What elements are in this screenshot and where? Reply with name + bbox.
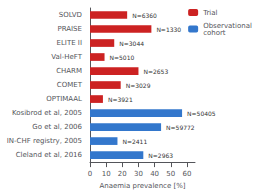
svg-text:Go et al, 2006: Go et al, 2006 xyxy=(32,123,82,131)
svg-text:30: 30 xyxy=(134,170,143,178)
svg-text:N=3044: N=3044 xyxy=(119,40,144,47)
svg-text:N=59772: N=59772 xyxy=(166,124,195,131)
svg-text:Val-HeFT: Val-HeFT xyxy=(51,53,82,61)
svg-text:COMET: COMET xyxy=(57,81,83,89)
svg-text:Trial: Trial xyxy=(202,9,217,17)
svg-text:0: 0 xyxy=(88,170,92,178)
svg-text:50: 50 xyxy=(166,170,175,178)
svg-text:N=2963: N=2963 xyxy=(148,152,173,159)
svg-text:Kosibrod et al, 2005: Kosibrod et al, 2005 xyxy=(12,109,82,117)
svg-text:60: 60 xyxy=(182,170,191,178)
svg-text:Cleland et al, 2016: Cleland et al, 2016 xyxy=(16,151,83,159)
svg-text:20: 20 xyxy=(118,170,127,178)
svg-text:N=3029: N=3029 xyxy=(126,82,151,89)
svg-text:PRAISE: PRAISE xyxy=(57,25,82,33)
svg-text:CHARM: CHARM xyxy=(56,67,82,75)
svg-text:N=2411: N=2411 xyxy=(122,138,147,145)
svg-text:IN-CHF registry, 2005: IN-CHF registry, 2005 xyxy=(7,137,82,145)
svg-text:N=1330: N=1330 xyxy=(156,26,181,33)
svg-text:N=2653: N=2653 xyxy=(143,68,168,75)
svg-text:Observational: Observational xyxy=(203,21,252,30)
svg-text:40: 40 xyxy=(150,170,159,178)
svg-text:cohort: cohort xyxy=(203,29,226,37)
svg-text:10: 10 xyxy=(102,170,111,178)
svg-text:N=6360: N=6360 xyxy=(132,12,157,19)
svg-text:N=5010: N=5010 xyxy=(110,54,135,61)
svg-text:Anaemia prevalence [%]: Anaemia prevalence [%] xyxy=(99,182,185,190)
svg-text:N=50405: N=50405 xyxy=(187,110,216,117)
svg-text:N=3921: N=3921 xyxy=(108,96,133,103)
svg-text:OPTIMAAL: OPTIMAAL xyxy=(46,95,82,103)
svg-text:SOLVD: SOLVD xyxy=(59,11,82,19)
svg-text:ELITE II: ELITE II xyxy=(57,39,82,47)
